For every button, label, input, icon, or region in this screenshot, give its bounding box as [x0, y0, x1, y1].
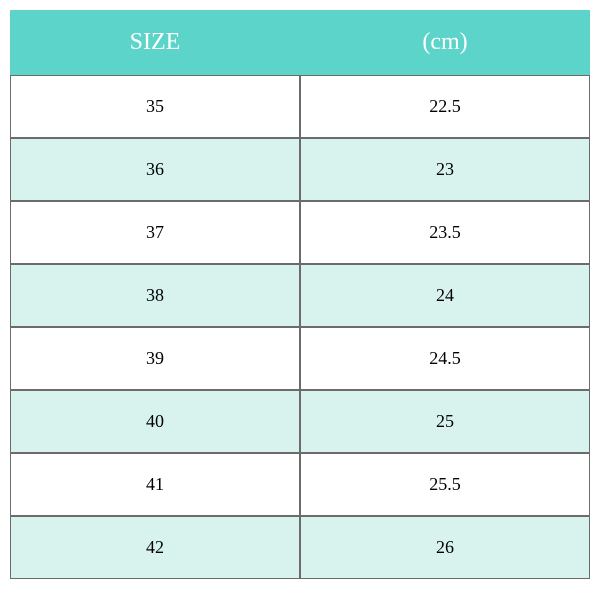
cm-cell: 25.5 [300, 453, 590, 516]
size-cell: 40 [10, 390, 300, 453]
table-row: 35 22.5 [10, 75, 590, 138]
cm-cell: 25 [300, 390, 590, 453]
table-row: 36 23 [10, 138, 590, 201]
size-cell: 41 [10, 453, 300, 516]
size-cell: 36 [10, 138, 300, 201]
cm-cell: 23 [300, 138, 590, 201]
table-header-row: SIZE (cm) [10, 10, 590, 75]
table-row: 40 25 [10, 390, 590, 453]
size-cell: 35 [10, 75, 300, 138]
table-row: 42 26 [10, 516, 590, 579]
cm-cell: 24 [300, 264, 590, 327]
table-row: 39 24.5 [10, 327, 590, 390]
cm-cell: 24.5 [300, 327, 590, 390]
size-cell: 42 [10, 516, 300, 579]
column-header-cm: (cm) [300, 10, 590, 75]
table-row: 38 24 [10, 264, 590, 327]
column-header-size: SIZE [10, 10, 300, 75]
size-table: SIZE (cm) 35 22.5 36 23 37 23.5 38 24 39… [10, 10, 590, 579]
size-cell: 38 [10, 264, 300, 327]
size-cell: 39 [10, 327, 300, 390]
table-row: 37 23.5 [10, 201, 590, 264]
cm-cell: 22.5 [300, 75, 590, 138]
size-cell: 37 [10, 201, 300, 264]
cm-cell: 26 [300, 516, 590, 579]
table-row: 41 25.5 [10, 453, 590, 516]
cm-cell: 23.5 [300, 201, 590, 264]
